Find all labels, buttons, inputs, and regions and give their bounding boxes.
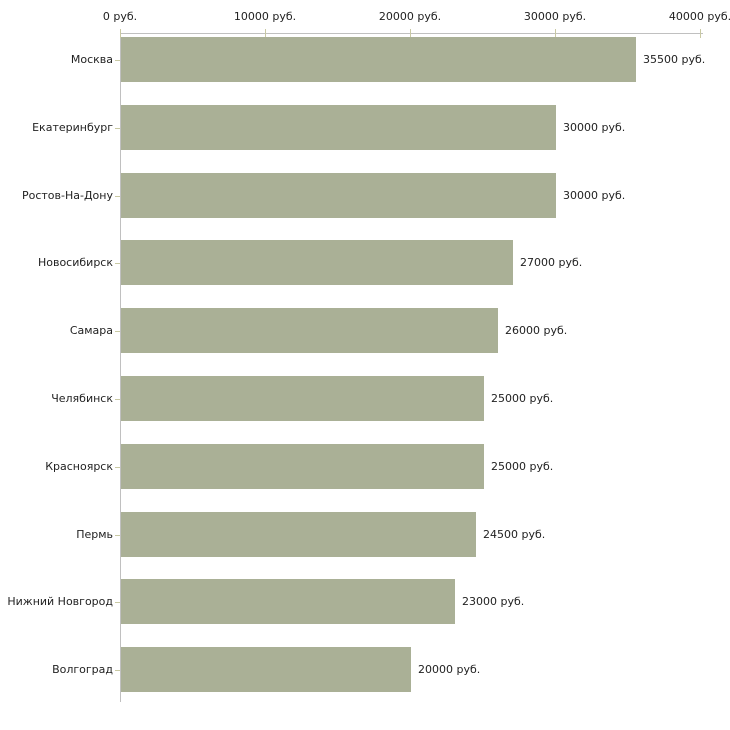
bar-value-label: 25000 руб. — [491, 460, 554, 473]
bar-value-label: 30000 руб. — [563, 189, 626, 202]
x-axis-tick — [555, 29, 556, 38]
bar-value-label: 23000 руб. — [462, 595, 525, 608]
category-tick — [115, 399, 120, 400]
x-axis-line — [120, 33, 703, 34]
category-tick — [115, 196, 120, 197]
category-tick — [115, 467, 120, 468]
bar — [121, 105, 556, 150]
bar-value-label: 20000 руб. — [418, 663, 481, 676]
category-tick — [115, 128, 120, 129]
category-label: Ростов-На-Дону — [21, 189, 113, 202]
category-label: Пермь — [76, 528, 113, 541]
x-axis-tick-label: 0 руб. — [102, 10, 138, 23]
bar-value-label: 30000 руб. — [563, 121, 626, 134]
bar — [121, 173, 556, 218]
bar — [121, 240, 513, 285]
category-tick — [115, 535, 120, 536]
bar — [121, 647, 411, 692]
category-label: Новосибирск — [37, 256, 113, 269]
bar — [121, 512, 476, 557]
category-tick — [115, 60, 120, 61]
y-axis-line — [120, 33, 121, 702]
bar — [121, 308, 498, 353]
bar — [121, 376, 484, 421]
category-tick — [115, 602, 120, 603]
x-axis-tick — [410, 29, 411, 38]
category-tick — [115, 670, 120, 671]
x-axis-tick-label: 30000 руб. — [523, 10, 587, 23]
bar-value-label: 26000 руб. — [505, 324, 568, 337]
bar-value-label: 27000 руб. — [520, 256, 583, 269]
bar — [121, 579, 455, 624]
category-label: Екатеринбург — [32, 121, 113, 134]
category-label: Нижний Новгород — [7, 595, 113, 608]
x-axis-tick — [265, 29, 266, 38]
category-label: Волгоград — [52, 663, 113, 676]
x-axis-tick-label: 10000 руб. — [233, 10, 297, 23]
category-label: Красноярск — [45, 460, 113, 473]
x-axis-tick — [700, 29, 701, 38]
category-label: Самара — [69, 324, 113, 337]
x-axis-tick-label: 40000 руб. — [668, 10, 730, 23]
bar — [121, 444, 484, 489]
bar-value-label: 35500 руб. — [643, 53, 706, 66]
bar-value-label: 24500 руб. — [483, 528, 546, 541]
bar — [121, 37, 636, 82]
category-label: Челябинск — [51, 392, 113, 405]
category-label: Москва — [70, 53, 113, 66]
category-tick — [115, 263, 120, 264]
category-tick — [115, 331, 120, 332]
x-axis-tick-label: 20000 руб. — [378, 10, 442, 23]
x-axis-tick — [120, 29, 121, 38]
bar-value-label: 25000 руб. — [491, 392, 554, 405]
